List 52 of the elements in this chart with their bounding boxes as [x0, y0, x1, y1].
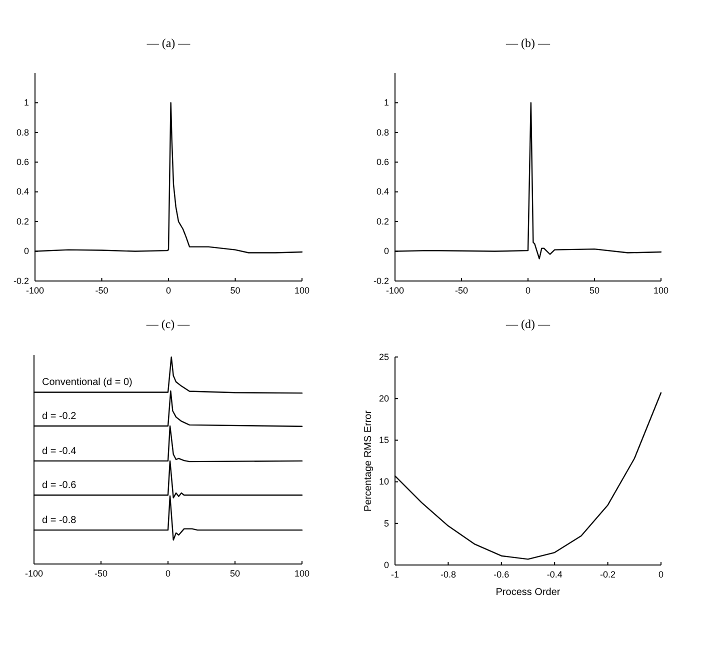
series-label: d = -0.8 [42, 515, 77, 526]
y-tick-label: 0.8 [376, 127, 389, 138]
series-label: d = -0.6 [42, 480, 77, 492]
y-tick-label: 1 [384, 98, 389, 108]
chart-title: — (a) — [146, 36, 192, 50]
x-axis-title: Process Order [496, 587, 561, 598]
y-tick-label: 0 [24, 246, 29, 256]
chart-title: — (b) — [505, 36, 551, 50]
y-tick-label: 0 [384, 560, 389, 570]
y-tick-label: 0.4 [16, 186, 29, 197]
x-tick-label: 0 [166, 285, 172, 296]
series-label: d = -0.4 [42, 446, 77, 457]
x-tick-label: -1 [390, 569, 400, 580]
y-axis-title: Percentage RMS Error [363, 410, 374, 512]
x-tick-label: 50 [230, 285, 240, 296]
y-tick-label: -0.2 [13, 276, 29, 286]
series-label: Conventional (d = 0) [42, 377, 132, 388]
x-tick-label: -100 [386, 285, 404, 296]
y-tick-label: 1 [24, 98, 29, 108]
x-tick-label: -0.6 [494, 569, 510, 580]
x-tick-label: -100 [24, 568, 44, 578]
x-tick-label: -50 [94, 568, 108, 578]
x-tick-label: -50 [454, 285, 468, 296]
y-tick-label: 0.2 [16, 216, 29, 226]
x-tick-label: 50 [589, 285, 600, 296]
x-tick-label: 100 [294, 285, 310, 296]
y-tick-label: 25 [378, 352, 389, 362]
y-tick-label: 20 [378, 393, 389, 404]
y-tick-label: 0.2 [376, 216, 389, 226]
x-tick-label: 0 [165, 568, 171, 578]
y-tick-label: 0.6 [16, 157, 29, 168]
x-tick-label: 50 [230, 568, 240, 578]
x-tick-label: -0.8 [440, 569, 456, 580]
x-tick-label: -0.2 [600, 569, 616, 580]
x-tick-label: -100 [26, 285, 44, 296]
y-tick-label: 0.8 [16, 127, 29, 138]
x-tick-label: -0.4 [546, 569, 562, 580]
y-tick-label: 0.4 [376, 186, 389, 197]
x-tick-label: 100 [653, 285, 669, 296]
chart-title: — (c) — [145, 317, 191, 331]
y-tick-label: 15 [378, 435, 389, 446]
chart-title: — (d) — [505, 317, 551, 331]
x-tick-label: -50 [95, 285, 108, 296]
x-tick-label: 0 [658, 569, 664, 580]
x-tick-label: 100 [294, 568, 310, 578]
series-label: d = -0.2 [42, 410, 77, 422]
y-tick-label: -0.2 [373, 276, 389, 286]
y-tick-label: 5 [384, 518, 389, 528]
y-tick-label: 10 [378, 476, 389, 487]
y-tick-label: 0 [384, 246, 389, 256]
x-tick-label: 0 [525, 285, 531, 296]
y-tick-label: 0.6 [376, 157, 389, 168]
